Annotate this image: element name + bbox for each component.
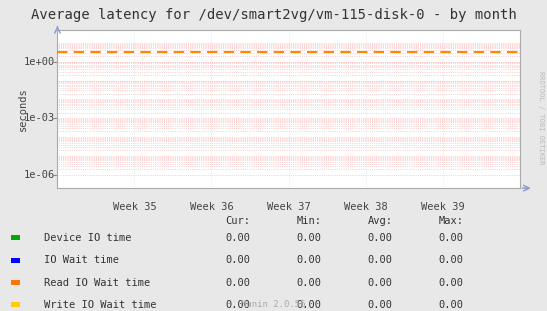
Text: 0.00: 0.00 (296, 300, 322, 310)
Text: 0.00: 0.00 (296, 278, 322, 288)
Text: 0.00: 0.00 (225, 278, 251, 288)
Text: Read IO Wait time: Read IO Wait time (44, 278, 150, 288)
Text: Max:: Max: (439, 216, 464, 226)
Text: Average latency for /dev/smart2vg/vm-115-disk-0 - by month: Average latency for /dev/smart2vg/vm-115… (31, 8, 516, 22)
Text: Week 38: Week 38 (344, 202, 387, 212)
Text: 0.00: 0.00 (439, 233, 464, 243)
Text: 0.00: 0.00 (225, 300, 251, 310)
Text: 0.00: 0.00 (439, 278, 464, 288)
Text: RRDTOOL / TOBI OETIKER: RRDTOOL / TOBI OETIKER (538, 72, 544, 165)
Text: 0.00: 0.00 (368, 300, 393, 310)
Text: Avg:: Avg: (368, 216, 393, 226)
Text: 0.00: 0.00 (368, 255, 393, 265)
Text: 0.00: 0.00 (368, 233, 393, 243)
Text: 1e-03: 1e-03 (24, 113, 55, 123)
Text: 1e+00: 1e+00 (24, 57, 55, 67)
Text: Min:: Min: (296, 216, 322, 226)
Text: 0.00: 0.00 (225, 255, 251, 265)
Text: 0.00: 0.00 (368, 278, 393, 288)
Text: 0.00: 0.00 (439, 300, 464, 310)
Text: Device IO time: Device IO time (44, 233, 131, 243)
Text: Cur:: Cur: (225, 216, 251, 226)
Text: IO Wait time: IO Wait time (44, 255, 119, 265)
Text: 0.00: 0.00 (296, 255, 322, 265)
Text: Week 35: Week 35 (113, 202, 156, 212)
Y-axis label: seconds: seconds (18, 87, 28, 131)
Text: Week 36: Week 36 (190, 202, 234, 212)
Text: 0.00: 0.00 (225, 233, 251, 243)
Text: 0.00: 0.00 (296, 233, 322, 243)
Text: Munin 2.0.56: Munin 2.0.56 (241, 299, 306, 309)
Text: 1e-06: 1e-06 (24, 170, 55, 180)
Text: 0.00: 0.00 (439, 255, 464, 265)
Text: Week 39: Week 39 (421, 202, 464, 212)
Text: Week 37: Week 37 (267, 202, 310, 212)
Text: Write IO Wait time: Write IO Wait time (44, 300, 156, 310)
